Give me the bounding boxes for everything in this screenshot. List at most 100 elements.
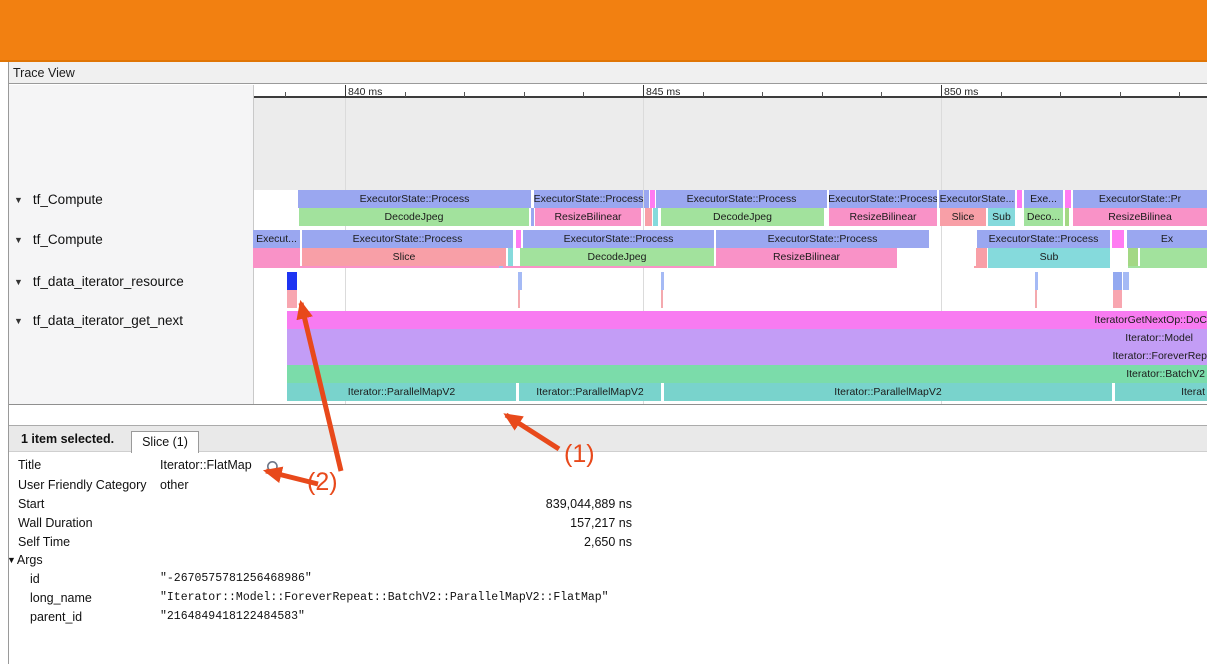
trace-slice[interactable] [1065,190,1071,208]
trace-slice[interactable] [1017,190,1022,208]
trace-slice[interactable]: ExecutorState::Process [302,230,513,248]
trace-slice[interactable] [1140,248,1207,266]
arg-value: "-2670575781256468986" [160,572,312,585]
trace-slice[interactable]: ResizeBilinea [1073,208,1207,226]
ruler-major-tick [345,85,346,97]
args-section-header[interactable]: ▼Args [7,553,43,568]
trace-slice[interactable] [1035,290,1037,308]
category-label: User Friendly Category [18,478,147,492]
trace-slice[interactable] [1128,266,1207,268]
trace-slice[interactable]: Iterator::ForeverRep [287,347,1207,365]
panel-left-border [8,62,9,664]
trace-slice[interactable]: DecodeJpeg [299,208,529,226]
trace-slice[interactable] [650,190,655,208]
trace-slice[interactable]: ResizeBilinear [716,248,897,266]
search-icon[interactable] [266,460,282,476]
trace-slice[interactable] [661,272,664,290]
trace-slice[interactable]: IteratorGetNextOp::DoC [287,311,1207,329]
arg-value: "Iterator::Model::ForeverRepeat::BatchV2… [160,591,609,604]
trace-slice[interactable]: Iterator::BatchV2 [287,365,1207,383]
trace-slice[interactable]: ExecutorState::Process [298,190,531,208]
trace-slice[interactable] [644,190,649,208]
arg-key: parent_id [30,610,83,624]
panel-splitter[interactable] [8,404,1207,405]
arg-key: long_name [30,591,92,605]
collapse-triangle-icon: ▼ [14,316,23,326]
trace-slice[interactable]: ExecutorState::Process [977,230,1110,248]
trace-slice[interactable]: Slice [302,248,506,266]
trace-slice[interactable]: ExecutorState::Process [829,190,937,208]
track-label-tf_data_iterator_resource[interactable]: ▼ tf_data_iterator_resource [14,273,184,290]
trace-slice[interactable]: Iterator::ParallelMapV2 [519,383,661,401]
ruler-minor-tick [1179,92,1181,97]
detail-label: Start [18,497,45,511]
trace-slice[interactable]: Sub [988,248,1110,266]
ruler-minor-tick [523,92,525,97]
collapse-triangle-icon: ▼ [7,555,16,565]
trace-slice[interactable] [287,272,297,290]
trace-slice[interactable] [508,248,513,266]
track-label-tf_data_iterator_get_next[interactable]: ▼ tf_data_iterator_get_next [14,312,183,329]
args-label: Args [16,553,43,567]
annotation-label-2: (2) [307,468,338,496]
trace-slice[interactable]: DecodeJpeg [661,208,824,226]
trace-slice[interactable]: Execut... [253,230,300,248]
trace-slice[interactable]: ExecutorState::Process [534,190,643,208]
trace-slice[interactable]: ExecutorState::Process [656,190,827,208]
trace-slice[interactable] [516,230,521,248]
trace-slice[interactable]: DecodeJpeg [520,248,714,266]
ruler-minor-tick [583,92,585,97]
trace-slice[interactable] [503,266,897,268]
track-label-text: tf_Compute [32,232,103,247]
trace-slice[interactable]: Ex [1127,230,1207,248]
track-label-text: tf_Compute [32,192,103,207]
trace-slice[interactable] [253,248,300,266]
track-label-tf_Compute[interactable]: ▼ tf_Compute [14,191,103,208]
trace-slice[interactable]: Iterat [1115,383,1207,401]
trace-slice[interactable]: Sub [988,208,1015,226]
trace-slice[interactable] [1128,248,1138,266]
trace-slice[interactable]: Deco... [1024,208,1063,226]
trace-slice[interactable]: Iterator::ParallelMapV2 [664,383,1112,401]
trace-view-title: Trace View [13,66,75,80]
trace-slice[interactable] [499,266,503,268]
trace-slice[interactable]: ResizeBilinear [829,208,937,226]
trace-slice[interactable] [661,290,663,308]
trace-slice[interactable] [1112,230,1124,248]
trace-slice[interactable]: Slice [940,208,986,226]
trace-slice[interactable]: ExecutorState::Process [523,230,714,248]
trace-slice[interactable] [518,290,520,308]
tab-slice[interactable]: Slice (1) [131,431,199,453]
trace-slice[interactable] [645,208,652,226]
trace-slice[interactable] [988,266,1110,268]
trace-slice[interactable]: ResizeBilinear [535,208,641,226]
trace-slice[interactable] [1123,272,1129,290]
detail-label: Self Time [18,535,71,549]
trace-slice[interactable]: ExecutorState::Process [716,230,929,248]
trace-slice[interactable]: ExecutorState::Pr [1073,190,1207,208]
trace-slice[interactable] [1113,272,1122,290]
trace-slice[interactable] [518,272,522,290]
ruler-minor-tick [285,92,287,97]
ruler-minor-tick [404,92,406,97]
trace-slice[interactable]: Iterator::Model [287,329,1207,347]
trace-slice[interactable]: ExecutorState... [939,190,1015,208]
ruler-minor-tick [1060,92,1062,97]
track-label-tf_Compute[interactable]: ▼ tf_Compute [14,231,103,248]
trace-slice[interactable] [653,208,658,226]
trace-view-titlebar: Trace View [9,62,1207,84]
trace-slice[interactable] [287,290,297,308]
trace-slice[interactable] [531,208,534,226]
trace-slice[interactable] [974,266,987,268]
trace-slice[interactable]: Exe... [1024,190,1063,208]
trace-slice[interactable] [1113,290,1122,308]
analysis-panel-border [8,425,1207,426]
arg-key: id [30,572,40,586]
trace-slice[interactable] [976,248,987,266]
trace-slice[interactable] [253,266,499,268]
ruler-minor-tick [464,92,466,97]
trace-slice[interactable]: Iterator::ParallelMapV2 [287,383,516,401]
trace-slice[interactable] [1035,272,1038,290]
trace-slice[interactable] [1065,208,1069,226]
